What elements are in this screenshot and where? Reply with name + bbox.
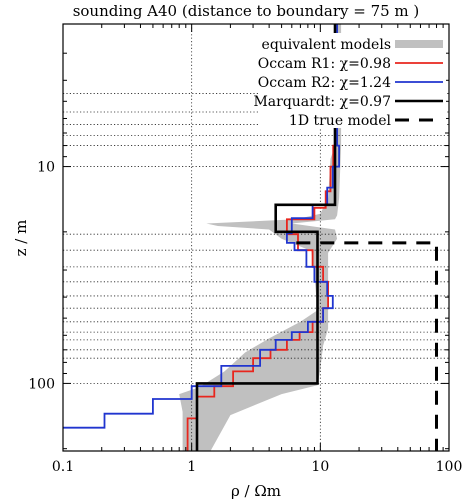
plot-clip-group (63, 24, 449, 451)
x-tick-label: 100 (436, 459, 463, 475)
legend: equivalent models Occam R1: χ=0.98 Occam R… (253, 33, 446, 129)
x-axis-label: ρ / Ωm (231, 482, 281, 500)
y-axis-label: z / m (12, 220, 30, 257)
equivalent-models-band (179, 24, 342, 451)
legend-entry-bg (260, 52, 446, 71)
legend-entry-label: Occam R1: χ=0.98 (258, 56, 391, 72)
legend-entry-label: Occam R2: χ=1.24 (258, 75, 391, 91)
series-line-3 (195, 24, 337, 451)
legend-entry-label: 1D true model (289, 113, 392, 129)
legend-entry-bg (260, 71, 446, 90)
plot-area: 0.1 1 10 100 10 100 equivalent models Occam R1:… (28, 23, 463, 475)
legend-entry-bg (260, 90, 446, 109)
x-tick-label: 1 (187, 459, 196, 475)
y-tick-label: 100 (28, 376, 55, 392)
chart-title: sounding A40 (distance to boundary = 75 … (73, 2, 420, 20)
y-tick-label: 10 (37, 160, 55, 176)
legend-entry-bg (260, 109, 446, 128)
plot-frame (62, 23, 450, 452)
x-tick-label: 10 (311, 459, 329, 475)
x-tick-label: 0.1 (52, 459, 74, 475)
legend-entry-label: equivalent models (262, 37, 391, 53)
legend-entry-label: Marquardt: χ=0.97 (253, 94, 391, 110)
